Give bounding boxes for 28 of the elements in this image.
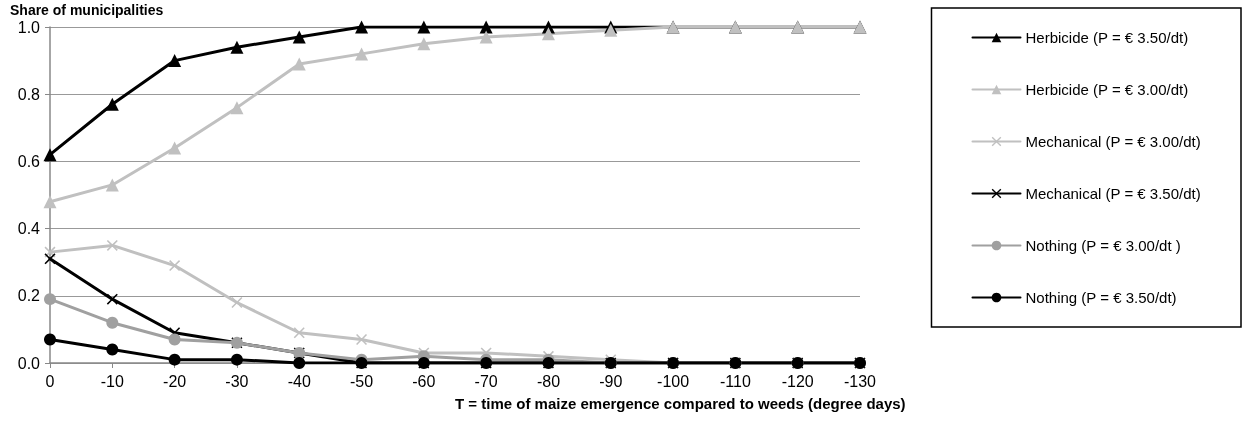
x-tick-label: -30: [225, 372, 249, 390]
y-tick-label: 0.6: [17, 152, 41, 170]
y-tick-label: 0.4: [17, 220, 41, 238]
y-tick-label: 1.0: [17, 18, 41, 36]
x-tick-label: -100: [657, 372, 690, 390]
y-tick-label: 0.2: [17, 287, 41, 305]
x-tick-label: -60: [412, 372, 436, 390]
x-tick-label: -130: [843, 372, 877, 390]
x-tick-label: -40: [287, 372, 311, 390]
x-tick-label: -120: [781, 372, 814, 390]
x-tick-label: -10: [100, 372, 124, 390]
x-tick-label: -50: [349, 372, 374, 390]
legend-label: Herbicide (P = € 3.00/dt): [1025, 81, 1189, 98]
legend-label: Nothing (P = € 3.00/dt ): [1025, 237, 1181, 254]
x-tick-label: -80: [536, 372, 561, 390]
legend-label: Mechanical (P = € 3.50/dt): [1025, 185, 1201, 202]
y-tick-label: 0.0: [17, 354, 41, 372]
legend-label: Herbicide (P = € 3.50/dt): [1025, 29, 1189, 46]
y-axis-title: Share of municipalities: [10, 2, 164, 18]
x-axis-title: T = time of maize emergence compared to weeds (degree days): [455, 395, 906, 412]
y-tick-label: 0.8: [17, 85, 41, 103]
x-tick-label: 0: [45, 372, 55, 390]
x-tick-label: -110: [719, 372, 751, 390]
legend-label: Nothing (P = € 3.50/dt): [1025, 289, 1177, 306]
x-tick-label: -20: [163, 372, 187, 390]
x-tick-label: -70: [474, 372, 498, 390]
legend-label: Mechanical (P = € 3.00/dt): [1025, 133, 1201, 150]
x-tick-label: -90: [599, 372, 623, 390]
